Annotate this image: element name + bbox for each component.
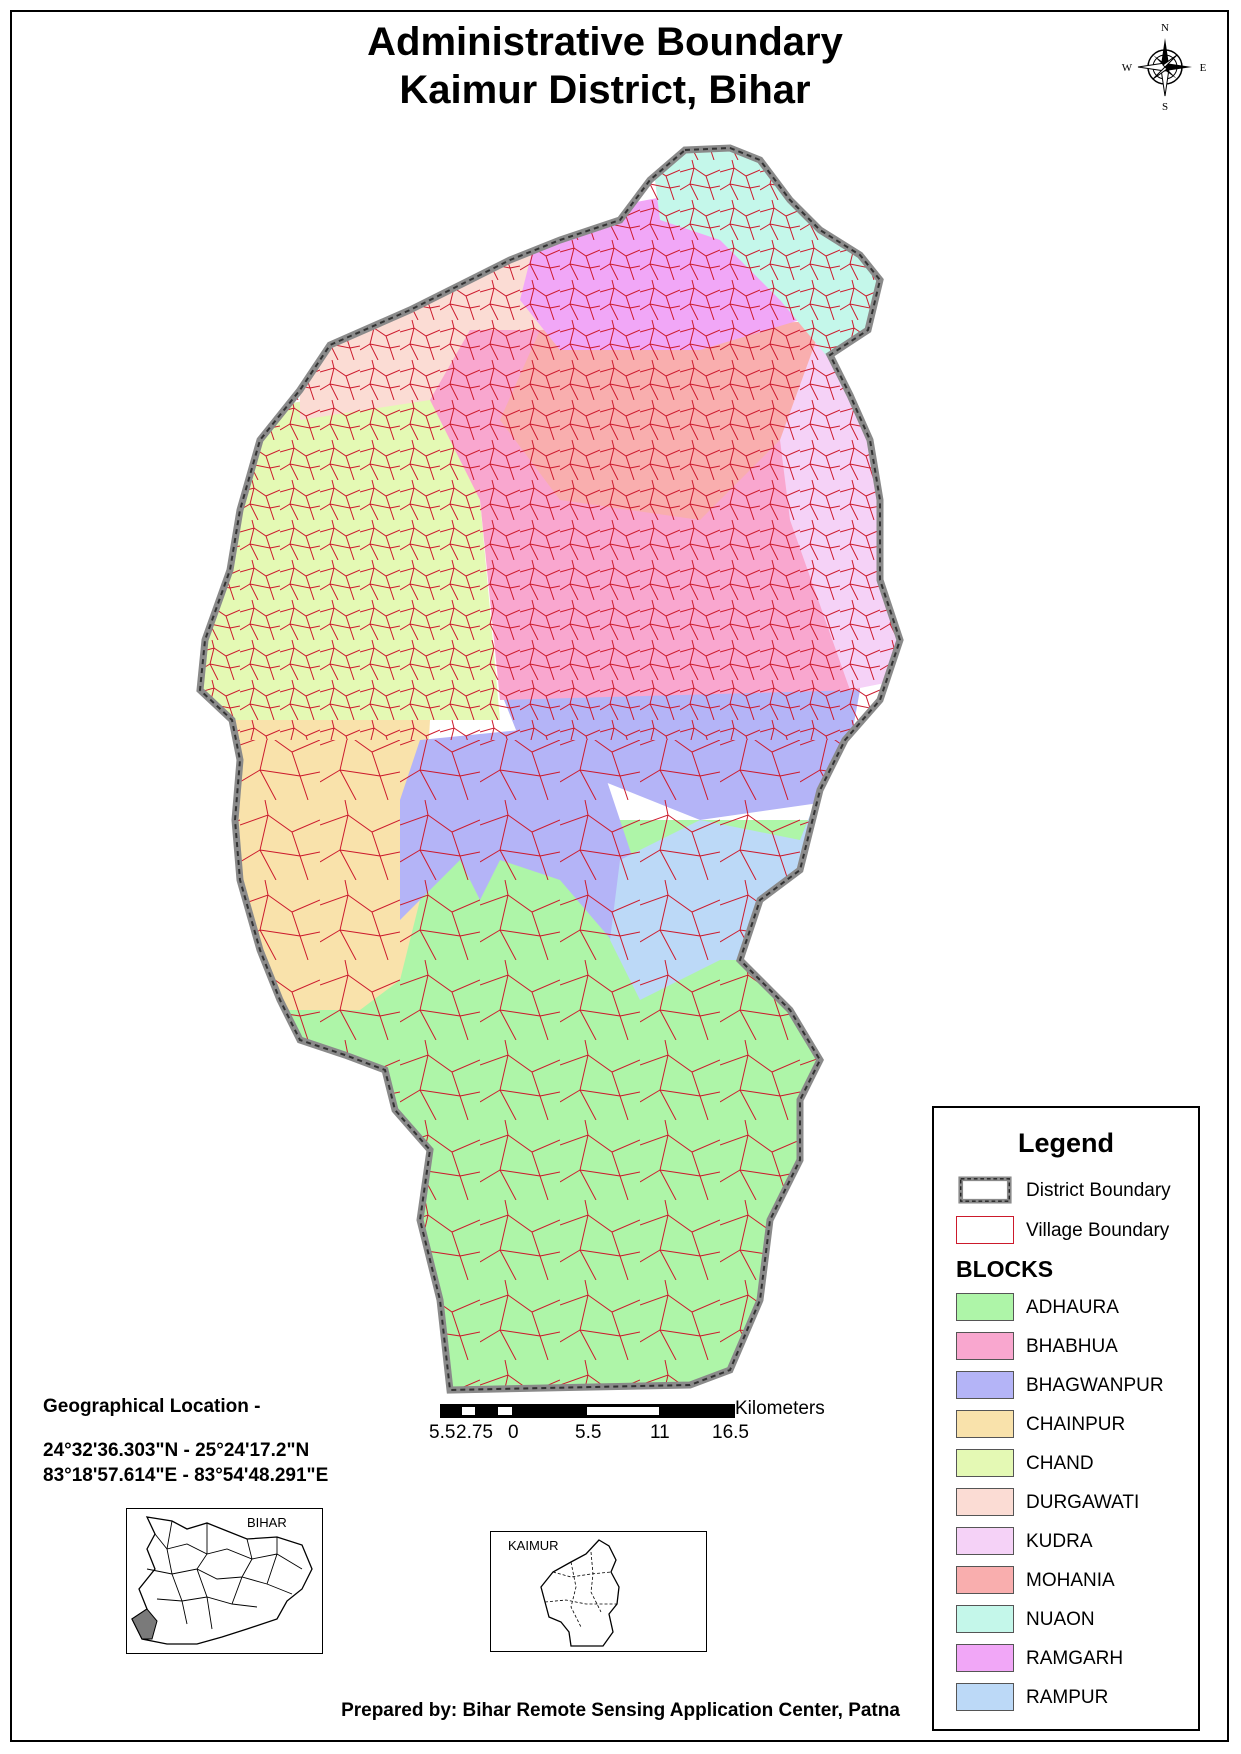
geo-latitude: 24°32'36.303"N - 25°24'17.2"N <box>43 1440 310 1461</box>
legend-block-label: CHAND <box>1026 1453 1094 1474</box>
legend-block-label: ADHAURA <box>1026 1297 1119 1318</box>
legend-district-boundary: District Boundary <box>956 1176 1196 1206</box>
legend-block-label: RAMPUR <box>1026 1687 1109 1708</box>
district-map <box>196 144 904 1394</box>
kaimur-outline <box>540 1539 620 1647</box>
legend-swatch <box>956 1683 1014 1711</box>
district-boundary-swatch <box>958 1176 1012 1204</box>
legend-swatch <box>956 1371 1014 1399</box>
legend-block-label: CHAINPUR <box>1026 1414 1126 1435</box>
legend-swatch <box>956 1566 1014 1594</box>
village-boundary-swatch <box>956 1216 1014 1244</box>
legend-block-label: KUDRA <box>1026 1531 1093 1552</box>
legend-block-label: BHAGWANPUR <box>1026 1375 1164 1396</box>
legend-block-nuaon: NUAON <box>956 1605 1196 1635</box>
bihar-inset-label: BIHAR <box>247 1515 287 1530</box>
scale-tick: 2.75 <box>456 1422 493 1443</box>
compass-n: N <box>1161 22 1169 34</box>
legend-block-mohania: MOHANIA <box>956 1566 1196 1596</box>
legend-village-boundary: Village Boundary <box>956 1216 1196 1246</box>
scale-tick: 5.5 <box>575 1422 602 1443</box>
kaimur-inset-label: KAIMUR <box>508 1538 559 1553</box>
legend-block-label: DURGAWATI <box>1026 1492 1140 1513</box>
geo-longitude: 83°18'57.614"E - 83°54'48.291"E <box>43 1465 329 1486</box>
bihar-inset-map: BIHAR <box>126 1508 323 1654</box>
title-line-1: Administrative Boundary <box>367 20 843 64</box>
legend-block-label: MOHANIA <box>1026 1570 1115 1591</box>
map-frame <box>10 10 1229 1742</box>
legend-title: Legend <box>1017 1128 1114 1158</box>
legend-swatch <box>956 1527 1014 1555</box>
legend-block-bhabhua: BHABHUA <box>956 1332 1196 1362</box>
compass-s: S <box>1162 101 1168 110</box>
legend-swatch <box>956 1332 1014 1360</box>
scale-bar <box>440 1404 735 1418</box>
legend-box: Legend District Boundary Village Boundar… <box>932 1106 1200 1731</box>
legend-block-chainpur: CHAINPUR <box>956 1410 1196 1440</box>
scale-tick: 5.5 <box>429 1422 456 1443</box>
title-line-2: Kaimur District, Bihar <box>399 68 811 112</box>
prepared-by-credit: Prepared by: Bihar Remote Sensing Applic… <box>341 1700 900 1721</box>
legend-block-rampur: RAMPUR <box>956 1683 1196 1713</box>
scale-tick: 11 <box>650 1422 670 1443</box>
legend-block-durgawati: DURGAWATI <box>956 1488 1196 1518</box>
compass-e: E <box>1200 62 1207 74</box>
legend-village-label: Village Boundary <box>1026 1220 1170 1241</box>
north-arrow-icon: N S E W <box>1122 22 1207 110</box>
legend-district-label: District Boundary <box>1026 1180 1171 1201</box>
legend-block-ramgarh: RAMGARH <box>956 1644 1196 1674</box>
compass-w: W <box>1122 62 1133 74</box>
scale-tick: 16.5 <box>712 1422 749 1443</box>
bihar-outline <box>131 1516 313 1645</box>
legend-block-kudra: KUDRA <box>956 1527 1196 1557</box>
scale-tick: 0 <box>508 1422 519 1443</box>
map-title: Administrative Boundary Kaimur District,… <box>0 18 1210 114</box>
legend-block-label: BHABHUA <box>1026 1336 1118 1357</box>
geo-location-label: Geographical Location - <box>43 1396 261 1417</box>
legend-block-label: NUAON <box>1026 1609 1095 1630</box>
legend-block-chand: CHAND <box>956 1449 1196 1479</box>
legend-swatch <box>956 1293 1014 1321</box>
legend-swatch <box>956 1644 1014 1672</box>
legend-swatch <box>956 1410 1014 1438</box>
legend-block-bhagwanpur: BHAGWANPUR <box>956 1371 1196 1401</box>
legend-block-adhaura: ADHAURA <box>956 1293 1196 1323</box>
legend-blocks-title: BLOCKS <box>956 1256 1054 1282</box>
legend-swatch <box>956 1605 1014 1633</box>
kaimur-inset-map: KAIMUR <box>490 1531 707 1652</box>
scale-unit-label: Kilometers <box>735 1398 825 1419</box>
legend-swatch <box>956 1488 1014 1516</box>
legend-swatch <box>956 1449 1014 1477</box>
legend-block-label: RAMGARH <box>1026 1648 1124 1669</box>
